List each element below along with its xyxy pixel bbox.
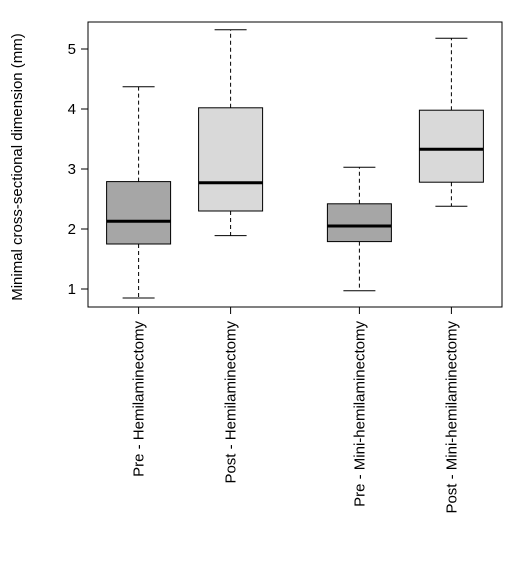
y-axis: 1 2 3 4 5 bbox=[68, 41, 88, 298]
y-tick-label: 4 bbox=[68, 101, 76, 118]
category-labels: Pre - Hemilaminectomy Post - Hemilaminect… bbox=[131, 307, 460, 514]
y-tick-label: 1 bbox=[68, 281, 76, 298]
category-label: Pre - Hemilaminectomy bbox=[131, 321, 148, 477]
y-tick-label: 3 bbox=[68, 161, 76, 178]
category-label: Pre - Mini-hemilaminectomy bbox=[351, 321, 368, 507]
category-label: Post - Mini-hemilaminectomy bbox=[443, 321, 460, 514]
box-group bbox=[326, 166, 392, 292]
category-label: Post - Hemilaminectomy bbox=[223, 321, 240, 484]
iqr-box bbox=[418, 109, 484, 183]
box-group bbox=[106, 86, 172, 299]
iqr-box bbox=[326, 203, 392, 243]
boxes bbox=[106, 29, 484, 299]
box-group bbox=[198, 29, 264, 237]
y-tick-label: 2 bbox=[68, 221, 76, 238]
iqr-box bbox=[198, 107, 264, 212]
iqr-box bbox=[106, 181, 172, 245]
plot-frame bbox=[87, 21, 503, 308]
box-group bbox=[418, 37, 484, 207]
y-axis-title: Minimal cross-sectional dimension (mm) bbox=[9, 33, 26, 301]
y-tick-label: 5 bbox=[68, 41, 76, 58]
